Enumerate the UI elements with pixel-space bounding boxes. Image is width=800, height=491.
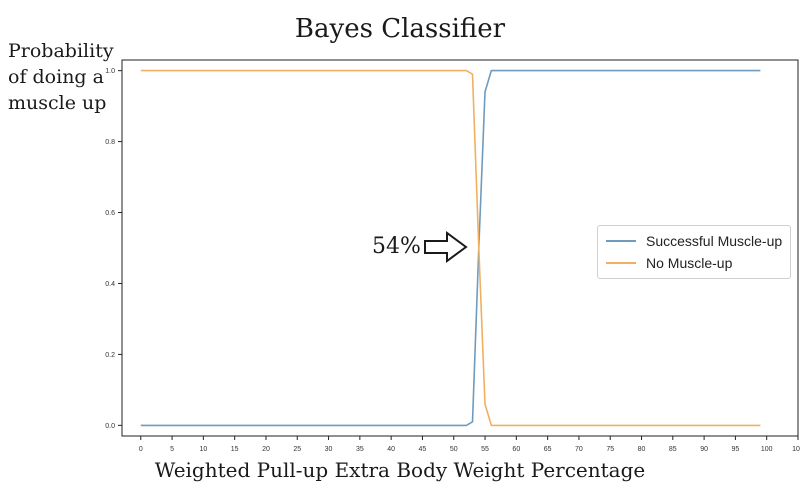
- legend-entry: No Muscle-up: [606, 252, 782, 274]
- x-tick-label: 75: [606, 446, 614, 453]
- x-tick-label: 10: [199, 446, 207, 453]
- x-tick-label: 15: [231, 446, 239, 453]
- y-tick-label: 0.4: [105, 281, 115, 288]
- y-tick-label: 0.0: [105, 423, 115, 430]
- x-tick-label: 95: [732, 446, 740, 453]
- y-axis-label: Probability of doing a muscle up: [8, 40, 114, 114]
- x-tick-label: 80: [638, 446, 646, 453]
- arrow-icon: [424, 231, 468, 263]
- series-line-no-muscle-up: [140, 69, 761, 427]
- y-tick-label: 1.0: [105, 68, 115, 75]
- x-tick-label: 60: [512, 446, 520, 453]
- x-tick-label: 45: [419, 446, 427, 453]
- x-tick-label: 85: [669, 446, 677, 453]
- series-lines: [140, 69, 761, 427]
- x-tick-label: 50: [450, 446, 458, 453]
- x-tick-label: 100: [761, 446, 773, 453]
- legend-swatch: [606, 262, 636, 264]
- x-tick-label: 40: [387, 446, 395, 453]
- y-tick-label: 0.8: [105, 139, 115, 146]
- x-tick-label: 70: [575, 446, 583, 453]
- x-tick-label: 30: [325, 446, 333, 453]
- x-tick-label: 20: [262, 446, 270, 453]
- plot-frame: [121, 59, 799, 437]
- x-tick-label: 65: [544, 446, 552, 453]
- x-tick-label: 55: [481, 446, 489, 453]
- legend-label: No Muscle-up: [646, 255, 733, 271]
- x-tick-label: 0: [139, 446, 143, 453]
- annotation-label: 54%: [372, 234, 421, 259]
- legend-entry: Successful Muscle-up: [606, 230, 782, 252]
- chart-title: Bayes Classifier: [294, 14, 506, 44]
- x-tick-label: 105: [792, 446, 800, 453]
- x-tick-label: 25: [293, 446, 301, 453]
- x-axis-label: Weighted Pull-up Extra Body Weight Perce…: [154, 458, 646, 482]
- axes: 0 5 10 15 20 25 30 35 40 45 50 55 60 65 70 75 80 85 90 95 10…: [105, 59, 800, 453]
- x-tick-label: 5: [170, 446, 174, 453]
- y-tick-label: 0.2: [105, 352, 115, 359]
- legend-swatch: [606, 240, 636, 242]
- y-tick-label: 0.6: [105, 210, 115, 217]
- legend-label: Successful Muscle-up: [646, 233, 783, 249]
- legend: Successful Muscle-up No Muscle-up: [597, 225, 792, 279]
- annotation-arrow: [424, 231, 468, 263]
- x-tick-label: 35: [356, 446, 364, 453]
- x-tick-label: 90: [700, 446, 708, 453]
